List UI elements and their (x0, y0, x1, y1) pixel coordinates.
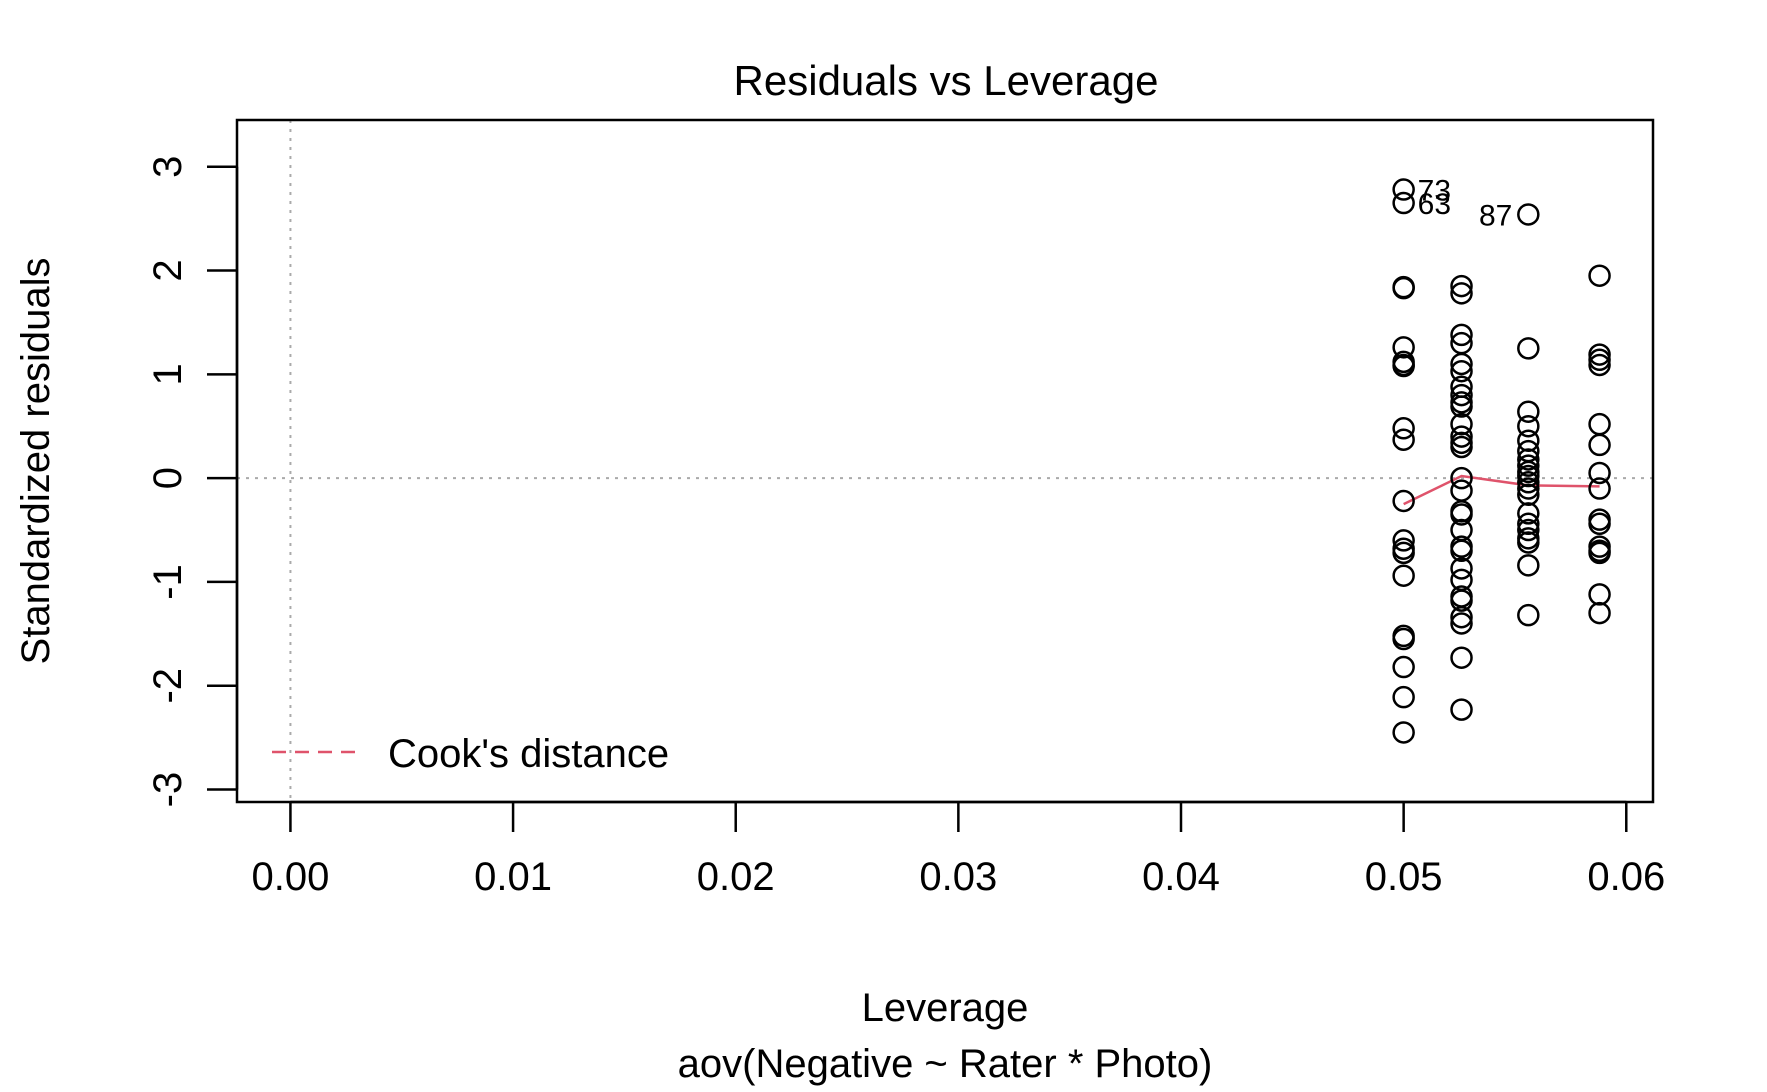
data-point (1588, 412, 1611, 436)
data-point (1450, 274, 1473, 298)
data-point (1450, 646, 1473, 669)
data-point (1588, 264, 1611, 287)
data-point (1392, 685, 1415, 709)
data-point (1588, 353, 1611, 377)
x-tick-label: 0.05 (1365, 855, 1443, 899)
data-point (1450, 435, 1473, 459)
data-point (1450, 557, 1473, 580)
y-axis: -3 -2 -1 0 1 2 3 (146, 156, 239, 808)
data-point (1450, 323, 1473, 347)
y-tick-label: 0 (146, 467, 190, 489)
data-point (1588, 343, 1611, 366)
y-tick-label: -3 (146, 772, 190, 808)
data-point (1588, 541, 1611, 565)
y-axis-title: Standardized residuals (14, 258, 58, 665)
data-point (1450, 589, 1473, 612)
data-point (1517, 414, 1540, 438)
x-axis-title: Leverage (862, 986, 1029, 1030)
data-point (1392, 489, 1415, 513)
x-axis-subtitle: aov(Negative ~ Rater * Photo) (678, 1042, 1213, 1086)
data-point (1517, 518, 1540, 542)
smoother-line (1403, 474, 1600, 506)
data-point (1392, 336, 1415, 359)
data-point (1517, 554, 1540, 577)
data-point (1517, 448, 1540, 471)
point-label: 63 (1418, 188, 1451, 221)
data-point (1517, 400, 1540, 423)
data-point (1517, 502, 1540, 525)
plot-frame (235, 118, 1655, 804)
data-point (1450, 466, 1473, 490)
data-point (1392, 627, 1415, 651)
legend-label: Cook's distance (388, 732, 669, 776)
x-tick-label: 0.00 (252, 855, 330, 899)
data-point (1517, 203, 1540, 226)
x-axis: 0.00 0.01 0.02 0.03 0.04 0.05 0.06 (252, 800, 1665, 899)
data-point (1392, 529, 1415, 552)
data-point (1517, 477, 1540, 500)
data-point (1450, 412, 1473, 436)
y-tick-label: 2 (146, 259, 190, 281)
data-point (1450, 605, 1473, 629)
point-label: 87 (1479, 199, 1512, 232)
data-point (1517, 531, 1540, 554)
data-point (1392, 417, 1415, 440)
data-point (1588, 477, 1611, 500)
data-point (1588, 601, 1611, 625)
data-point (1517, 483, 1540, 506)
data-point (1450, 698, 1473, 721)
data-point (1392, 178, 1415, 201)
data-point (1392, 276, 1415, 300)
x-tick-label: 0.01 (474, 855, 552, 899)
data-point (1392, 354, 1415, 378)
data-point (1588, 512, 1611, 536)
data-point (1517, 454, 1540, 477)
y-tick-label: -1 (146, 564, 190, 600)
data-point (1588, 461, 1611, 485)
data-point (1588, 433, 1611, 457)
x-tick-label: 0.02 (697, 855, 775, 899)
data-point (1392, 564, 1415, 587)
data-point (1450, 425, 1473, 448)
x-tick-label: 0.04 (1142, 855, 1220, 899)
data-point (1450, 282, 1473, 305)
data-point (1517, 603, 1540, 627)
y-tick-label: -2 (146, 668, 190, 704)
reference-lines (237, 120, 1653, 802)
data-point (1392, 541, 1415, 565)
data-point (1517, 512, 1540, 536)
data-point (1588, 583, 1611, 606)
point-label: 73 (1418, 175, 1451, 208)
data-point (1392, 655, 1415, 679)
data-point (1450, 383, 1473, 407)
data-point (1450, 479, 1473, 502)
data-point (1517, 429, 1540, 453)
x-tick-label: 0.06 (1587, 855, 1665, 899)
data-point (1392, 191, 1415, 215)
y-tick-label: 1 (146, 363, 190, 385)
data-point (1450, 503, 1473, 526)
data-point (1450, 352, 1473, 376)
data-point (1392, 721, 1415, 744)
legend: Cook's distance (272, 732, 669, 776)
data-point (1517, 471, 1540, 494)
data-point (1450, 539, 1473, 563)
data-point (1588, 348, 1611, 372)
data-point (1392, 428, 1415, 451)
data-point (1517, 337, 1540, 360)
x-tick-label: 0.03 (919, 855, 997, 899)
smoother-polyline (1403, 474, 1600, 506)
data-point (1450, 395, 1473, 418)
data-points (1392, 178, 1611, 744)
data-point (1450, 359, 1473, 383)
chart-title: Residuals vs Leverage (734, 57, 1159, 104)
y-tick-label: 3 (146, 156, 190, 178)
data-point (1517, 464, 1540, 488)
data-point (1450, 612, 1473, 635)
